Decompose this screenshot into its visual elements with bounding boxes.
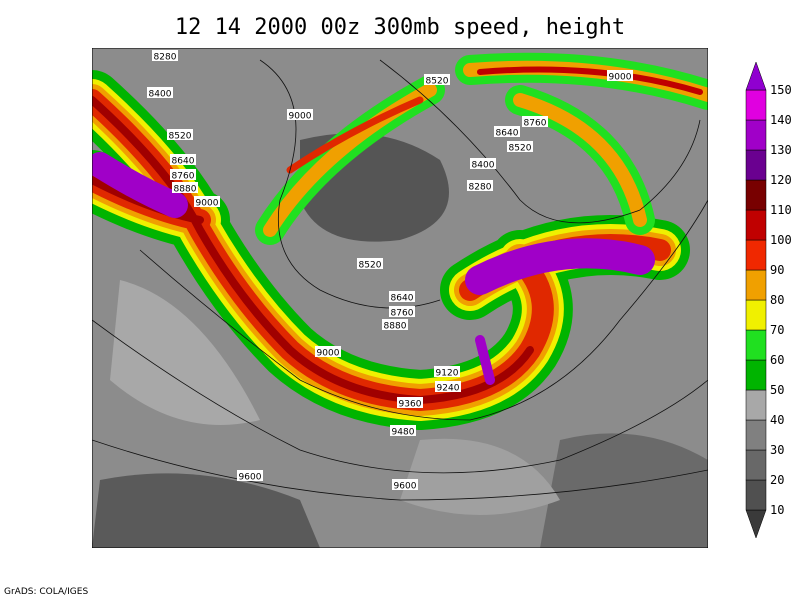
map	[92, 48, 708, 548]
colorbar-label: 110	[770, 203, 792, 217]
colorbar-label: 70	[770, 323, 784, 337]
contour-label: 8760	[172, 172, 195, 182]
contour-label: 9000	[196, 199, 219, 209]
contour-label: 9000	[317, 349, 340, 359]
colorbar-band	[745, 149, 767, 181]
contour-label: 8400	[149, 90, 172, 100]
contour-label: 8640	[391, 294, 414, 304]
colorbar-band	[745, 329, 767, 361]
colorbar-band	[745, 269, 767, 301]
colorbar-label: 150	[770, 83, 792, 97]
colorbar-triangle	[745, 61, 767, 91]
contour-label-box	[147, 87, 173, 98]
credit: GrADS: COLA/IGES	[4, 587, 88, 597]
contour-label: 8880	[384, 322, 407, 332]
colorbar-label: 100	[770, 233, 792, 247]
contour-label-box	[315, 346, 341, 357]
contour-labels: 8280 8400 9000 8520 8640 8760 8880 9000 8520 9000…	[147, 50, 633, 492]
contour-label: 8280	[154, 53, 177, 63]
colorbar-band	[745, 239, 767, 271]
contour-label: 9360	[399, 400, 422, 410]
contour-label-box	[392, 479, 418, 490]
colorbar-band	[745, 359, 767, 391]
contour-label-box	[357, 258, 383, 269]
contour-label-box	[435, 381, 461, 392]
colorbar-band	[745, 299, 767, 331]
colorbar-triangle	[745, 509, 767, 539]
contour-label: 8280	[469, 183, 492, 193]
contour-label-box	[507, 141, 533, 152]
colorbar-band	[745, 419, 767, 451]
contour-label-box	[170, 169, 196, 180]
colorbar-band	[745, 449, 767, 481]
contour-label: 8520	[359, 261, 382, 271]
colorbar-band	[745, 389, 767, 421]
contour-label: 8520	[426, 77, 449, 87]
contour-label: 9000	[609, 73, 632, 83]
contour-label: 9000	[289, 112, 312, 122]
colorbar-band	[745, 119, 767, 151]
contour-label-box	[167, 129, 193, 140]
contour-label-box	[389, 306, 415, 317]
colorbar-label: 130	[770, 143, 792, 157]
contour-label: 8520	[169, 132, 192, 142]
contour-label-box	[237, 470, 263, 481]
colorbar-band	[745, 179, 767, 211]
contour-label: 8520	[509, 144, 532, 154]
contour-label: 8640	[496, 129, 519, 139]
contour-label-box	[522, 116, 548, 127]
colorbar-label: 30	[770, 443, 784, 457]
colorbar-band	[745, 479, 767, 511]
contour-label-box	[170, 154, 196, 165]
contour-label-box	[389, 291, 415, 302]
contour-label-box	[287, 109, 313, 120]
contour-label: 9600	[394, 482, 417, 492]
colorbar-label: 20	[770, 473, 784, 487]
contour-label: 9600	[239, 473, 262, 483]
contour-label: 8880	[174, 185, 197, 195]
colorbar: 10 20 30 40 50 60 70 80 90 100 110 120 130 140 150	[745, 61, 792, 539]
colorbar-label: 50	[770, 383, 784, 397]
colorbar-label: 10	[770, 503, 784, 517]
contour-label: 8760	[524, 119, 547, 129]
colorbar-band	[745, 209, 767, 241]
title: 12 14 2000 00z 300mb speed, height	[175, 15, 625, 40]
colorbar-label: 40	[770, 413, 784, 427]
contour-label: 9240	[437, 384, 460, 394]
contour-label-box	[382, 319, 408, 330]
colorbar-label: 80	[770, 293, 784, 307]
contour-label: 8760	[391, 309, 414, 319]
colorbar-label: 140	[770, 113, 792, 127]
colorbar-label: 60	[770, 353, 784, 367]
colorbar-label: 120	[770, 173, 792, 187]
contour-label-box	[424, 74, 450, 85]
contour-label: 8400	[472, 161, 495, 171]
contour-label-box	[434, 366, 460, 377]
contour-label-box	[390, 425, 416, 436]
contour-label-box	[172, 182, 198, 193]
contour-label: 9480	[392, 428, 415, 438]
contour-label-box	[194, 196, 220, 207]
contour-label: 8640	[172, 157, 195, 167]
contour-label-box	[470, 158, 496, 169]
contour-label-box	[467, 180, 493, 191]
contour-label-box	[152, 50, 178, 61]
contour-label-box	[494, 126, 520, 137]
colorbar-band	[745, 89, 767, 121]
colorbar-label: 90	[770, 263, 784, 277]
contour-label-box	[397, 397, 423, 408]
contour-label: 9120	[436, 369, 459, 379]
contour-label-box	[607, 70, 633, 81]
